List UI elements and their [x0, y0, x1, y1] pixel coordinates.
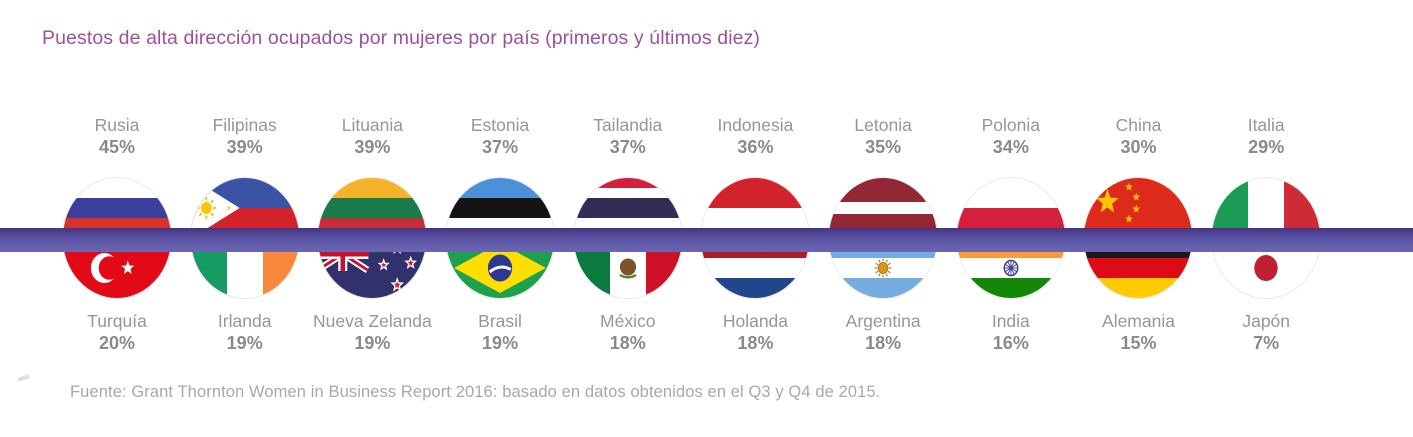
top-country-percent: 35%: [865, 137, 902, 157]
top-country-percent: 36%: [737, 137, 774, 157]
bottom-country-label: India 16%: [941, 310, 1081, 354]
top-country-name: Estonia: [470, 115, 530, 135]
top-country-percent: 34%: [992, 137, 1029, 157]
bottom-country-label: Holanda 18%: [685, 310, 825, 354]
bottom-country-name: Nueva Zelanda: [313, 311, 432, 331]
country-column-8: Polonia 34% India 16%: [947, 0, 1075, 437]
bottom-country-name: México: [600, 311, 656, 331]
bottom-country-label: Irlanda 19%: [175, 310, 315, 354]
bottom-country-name: Argentina: [845, 311, 921, 331]
bottom-country-label: Argentina 18%: [813, 310, 953, 354]
bottom-country-name: Alemania: [1102, 311, 1175, 331]
country-column-6: Indonesia 36% Holanda 18%: [691, 0, 819, 437]
top-country-label: Rusia 45%: [47, 114, 187, 158]
top-country-label: Filipinas 39%: [175, 114, 315, 158]
top-country-name: Lituania: [341, 115, 404, 135]
country-column-3: Lituania 39% Nueva Zelanda 19%: [308, 0, 436, 437]
country-column-1: Rusia 45% Turquía 20%: [53, 0, 181, 437]
top-country-name: Rusia: [94, 115, 140, 135]
divider-band: [0, 228, 1413, 252]
stray-mark: [17, 374, 30, 382]
top-country-name: Italia: [1247, 115, 1285, 135]
bottom-country-percent: 15%: [1120, 333, 1157, 353]
bottom-country-percent: 20%: [98, 333, 136, 353]
chart-title: Puestos de alta dirección ocupados por m…: [42, 27, 761, 49]
top-country-percent: 37%: [609, 137, 646, 157]
top-country-label: Italia 29%: [1196, 114, 1336, 158]
bottom-country-label: Turquía 20%: [47, 310, 187, 354]
country-column-7: Letonia 35% Argentina 18%: [819, 0, 947, 437]
top-country-percent: 30%: [1120, 137, 1157, 157]
bottom-country-name: India: [991, 311, 1030, 331]
bottom-country-name: Holanda: [722, 311, 789, 331]
bottom-country-label: Brasil 19%: [430, 310, 570, 354]
top-country-percent: 45%: [98, 137, 136, 157]
bottom-country-percent: 18%: [737, 333, 774, 353]
bottom-country-percent: 18%: [865, 333, 902, 353]
bottom-country-percent: 19%: [354, 333, 391, 353]
flag-philippines: [190, 178, 299, 238]
top-country-name: Letonia: [854, 115, 912, 135]
bottom-country-percent: 19%: [482, 333, 519, 353]
bottom-country-name: Irlanda: [217, 311, 272, 331]
bottom-country-name: Turquía: [87, 311, 147, 331]
top-country-percent: 39%: [226, 137, 263, 157]
bottom-country-percent: 18%: [609, 333, 646, 353]
top-country-percent: 37%: [482, 137, 519, 157]
top-country-name: China: [1115, 115, 1162, 135]
top-country-label: China 30%: [1069, 114, 1209, 158]
bottom-country-name: Brasil: [478, 311, 522, 331]
top-country-label: Tailandia 37%: [558, 114, 698, 158]
bottom-country-label: México 18%: [558, 310, 698, 354]
top-country-label: Estonia 37%: [430, 114, 570, 158]
source-note: Fuente: Grant Thornton Women in Business…: [70, 383, 881, 401]
bottom-country-percent: 7%: [1253, 333, 1280, 353]
top-country-name: Indonesia: [717, 115, 794, 135]
top-country-label: Polonia 34%: [941, 114, 1081, 158]
bottom-country-label: Alemania 15%: [1069, 310, 1209, 354]
country-column-4: Estonia 37% Brasil 19%: [436, 0, 564, 437]
top-country-label: Letonia 35%: [813, 114, 953, 158]
flag-row: Rusia 45% Turquía 20% Filipinas 39% Irlanda 19%…: [53, 0, 1330, 437]
top-country-percent: 39%: [354, 137, 391, 157]
top-country-name: Polonia: [981, 115, 1040, 135]
top-country-percent: 29%: [1248, 137, 1285, 157]
bottom-country-label: Japón 7%: [1196, 310, 1336, 354]
top-country-label: Indonesia 36%: [685, 114, 825, 158]
bottom-country-percent: 19%: [226, 333, 263, 353]
top-country-label: Lituania 39%: [302, 114, 442, 158]
country-column-10: Italia 29% Japón 7%: [1202, 0, 1330, 437]
top-country-name: Tailandia: [593, 115, 663, 135]
country-column-2: Filipinas 39% Irlanda 19%: [181, 0, 309, 437]
bottom-country-percent: 16%: [992, 333, 1029, 353]
country-column-9: China 30% Alemania 15%: [1075, 0, 1203, 437]
country-column-5: Tailandia 37% México 18%: [564, 0, 692, 437]
top-country-name: Filipinas: [212, 115, 277, 135]
bottom-country-name: Japón: [1242, 311, 1291, 331]
bottom-country-label: Nueva Zelanda 19%: [302, 310, 442, 354]
